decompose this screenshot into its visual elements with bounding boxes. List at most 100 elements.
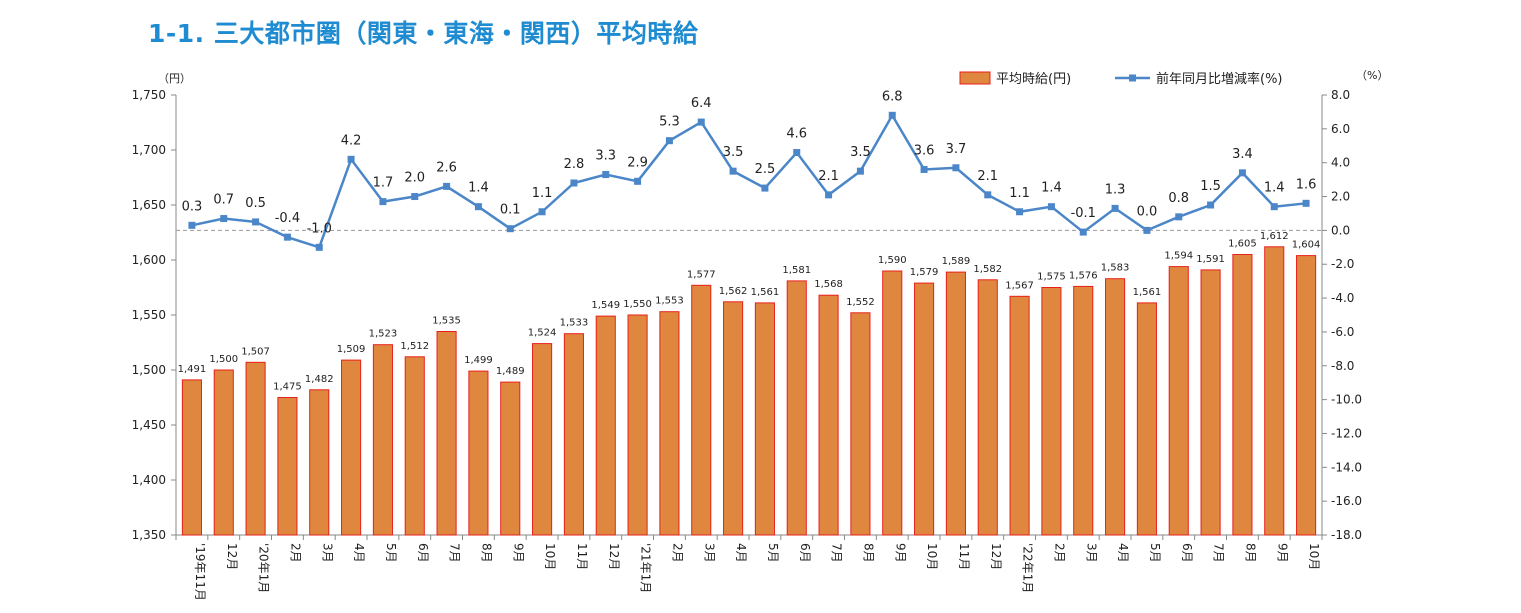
bar-value-label: 1,491 <box>178 364 207 375</box>
yoy-point <box>1302 199 1310 207</box>
x-tick-label: 5月 <box>1148 543 1162 563</box>
bar-value-label: 1,589 <box>942 256 971 267</box>
bar <box>1296 255 1317 536</box>
x-tick-label: 2月 <box>1052 543 1066 563</box>
y-right-tick-label: -16.0 <box>1331 494 1362 508</box>
yoy-value-label: 2.8 <box>564 157 585 172</box>
y-right-tick-label: -12.0 <box>1331 426 1362 440</box>
bar <box>309 389 330 536</box>
bar <box>1105 278 1126 536</box>
bar <box>563 333 584 536</box>
yoy-value-label: 4.6 <box>786 127 807 142</box>
yoy-point <box>761 184 769 192</box>
x-tick-label: 4月 <box>734 543 748 563</box>
y-left-tick-label: 1,600 <box>132 253 166 267</box>
yoy-point <box>347 155 355 163</box>
yoy-value-label: 2.6 <box>436 160 457 175</box>
yoy-value-label: 0.1 <box>500 203 521 218</box>
y-right-tick-label: -8.0 <box>1331 359 1354 373</box>
yoy-value-label: 1.4 <box>1264 181 1285 196</box>
x-tick-label: 8月 <box>1243 543 1257 563</box>
yoy-value-label: 2.0 <box>404 171 425 186</box>
x-tick-label: 9月 <box>511 543 525 563</box>
yoy-value-label: 2.1 <box>818 169 839 184</box>
line-series <box>188 111 1310 251</box>
bar-value-label: 1,590 <box>878 255 907 266</box>
bar-value-label: 1,482 <box>305 374 334 385</box>
legend-bar-label: 平均時給(円) <box>996 72 1071 87</box>
bar-value-label: 1,561 <box>1133 287 1162 298</box>
yoy-point <box>1238 169 1246 177</box>
bar-value-label: 1,507 <box>241 346 270 357</box>
yoy-point <box>315 243 323 251</box>
bar <box>850 312 871 536</box>
yoy-value-label: 6.4 <box>691 96 712 111</box>
x-tick-label: 10月 <box>925 543 939 570</box>
yoy-value-label: 2.1 <box>977 169 998 184</box>
yoy-point <box>1207 201 1215 209</box>
bar-value-label: 1,577 <box>687 269 716 280</box>
x-tick-label: 10月 <box>543 543 557 570</box>
bar <box>372 344 393 536</box>
yoy-point <box>252 218 260 226</box>
y-right-tick-label: -2.0 <box>1331 257 1354 271</box>
yoy-point <box>634 177 642 185</box>
bar <box>277 397 298 536</box>
legend: 平均時給(円) 前年同月比増減率(%) <box>959 71 1283 87</box>
bar-value-label: 1,582 <box>973 264 1002 275</box>
yoy-point <box>506 225 514 233</box>
bar-value-label: 1,523 <box>369 329 398 340</box>
yoy-point <box>474 203 482 211</box>
bar <box>1200 269 1221 536</box>
y-left-tick-label: 1,350 <box>132 528 166 542</box>
bar <box>723 301 744 536</box>
x-tick-label: '22年1月 <box>1021 543 1035 593</box>
y-right-tick-label: -6.0 <box>1331 325 1354 339</box>
bar-value-label: 1,475 <box>273 382 302 393</box>
bar <box>213 369 234 536</box>
bar-value-label: 1,489 <box>496 366 525 377</box>
x-tick-label: 11月 <box>957 543 971 570</box>
bar <box>404 356 425 536</box>
yoy-point <box>570 179 578 187</box>
yoy-line <box>191 112 1307 249</box>
yoy-point <box>825 191 833 199</box>
bar-value-label: 1,561 <box>751 287 780 298</box>
bar-value-label: 1,591 <box>1196 254 1225 265</box>
bar-value-label: 1,567 <box>1005 280 1034 291</box>
legend-bar-swatch <box>959 71 991 85</box>
bar <box>754 302 775 536</box>
yoy-point <box>888 111 896 119</box>
page-title: 1-1. 三大都市圏（関東・東海・関西）平均時給 <box>148 19 699 48</box>
yoy-value-label: 0.3 <box>182 199 203 214</box>
x-tick-label: 9月 <box>1275 543 1289 563</box>
y-right-tick-label: -14.0 <box>1331 460 1362 474</box>
x-tick-label: 7月 <box>448 543 462 563</box>
yoy-value-label: -1.0 <box>307 221 332 236</box>
bar-value-label: 1,512 <box>400 341 429 352</box>
bar <box>1136 302 1157 536</box>
legend-line-marker <box>1129 74 1136 82</box>
yoy-value-label: 3.4 <box>1232 147 1253 162</box>
x-tick-label: 2月 <box>288 543 302 563</box>
yoy-value-label: 1.1 <box>532 186 553 201</box>
bar-value-label: 1,500 <box>209 354 238 365</box>
yoy-point <box>379 198 387 206</box>
bar-value-label: 1,579 <box>910 267 939 278</box>
yoy-value-label: 1.3 <box>1105 182 1126 197</box>
y-left-tick-label: 1,650 <box>132 198 166 212</box>
yoy-value-label: 1.4 <box>1041 181 1062 196</box>
bar-value-label: 1,568 <box>814 279 843 290</box>
x-tick-label: 8月 <box>861 543 875 563</box>
yoy-value-label: 1.5 <box>1200 179 1221 194</box>
y-left-tick-label: 1,750 <box>132 88 166 102</box>
x-tick-label: 6月 <box>416 543 430 563</box>
yoy-value-label: -0.1 <box>1071 206 1096 221</box>
bar <box>627 314 648 536</box>
bar <box>977 279 998 536</box>
bar-value-label: 1,533 <box>560 318 589 329</box>
yoy-point <box>1175 213 1183 221</box>
bar-value-label: 1,583 <box>1101 263 1130 274</box>
yoy-point <box>188 221 196 229</box>
